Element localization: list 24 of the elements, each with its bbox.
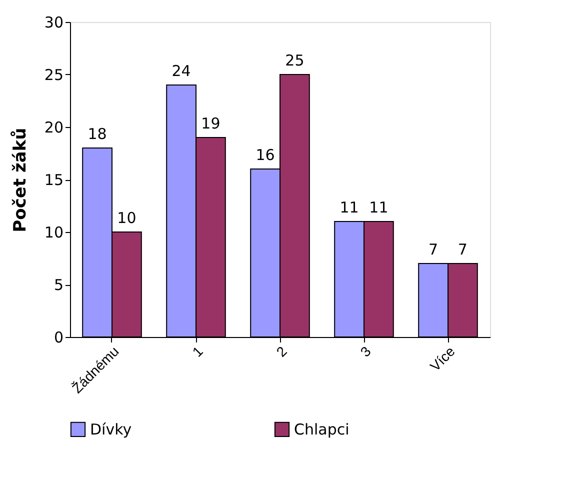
data-label: 7 (458, 240, 468, 258)
data-label: 16 (256, 146, 275, 164)
legend-label: Dívky (90, 420, 132, 438)
data-label: 11 (340, 198, 359, 216)
data-label: 19 (201, 114, 220, 132)
y-tick-label: 0 (54, 328, 64, 346)
legend-label: Chlapci (294, 420, 350, 438)
data-label: 7 (428, 240, 438, 258)
data-label: 18 (88, 125, 107, 143)
x-tick-label: 3 (357, 342, 374, 360)
x-tick-label: 2 (273, 342, 290, 360)
y-tick-label: 30 (44, 14, 64, 32)
data-label: 24 (172, 62, 191, 80)
x-tick-label: Více (426, 342, 458, 374)
y-tick-label: 20 (44, 118, 64, 136)
y-tick-label: 5 (54, 276, 64, 294)
x-tick-label: 1 (189, 342, 206, 360)
data-label: 10 (117, 209, 136, 227)
y-tick-label: 25 (44, 66, 64, 84)
y-tick-label: 10 (44, 224, 64, 242)
data-label: 25 (285, 52, 304, 70)
y-axis-title: Počet žáků (10, 128, 30, 232)
y-tick-label: 15 (44, 171, 64, 189)
data-label: 11 (369, 198, 388, 216)
